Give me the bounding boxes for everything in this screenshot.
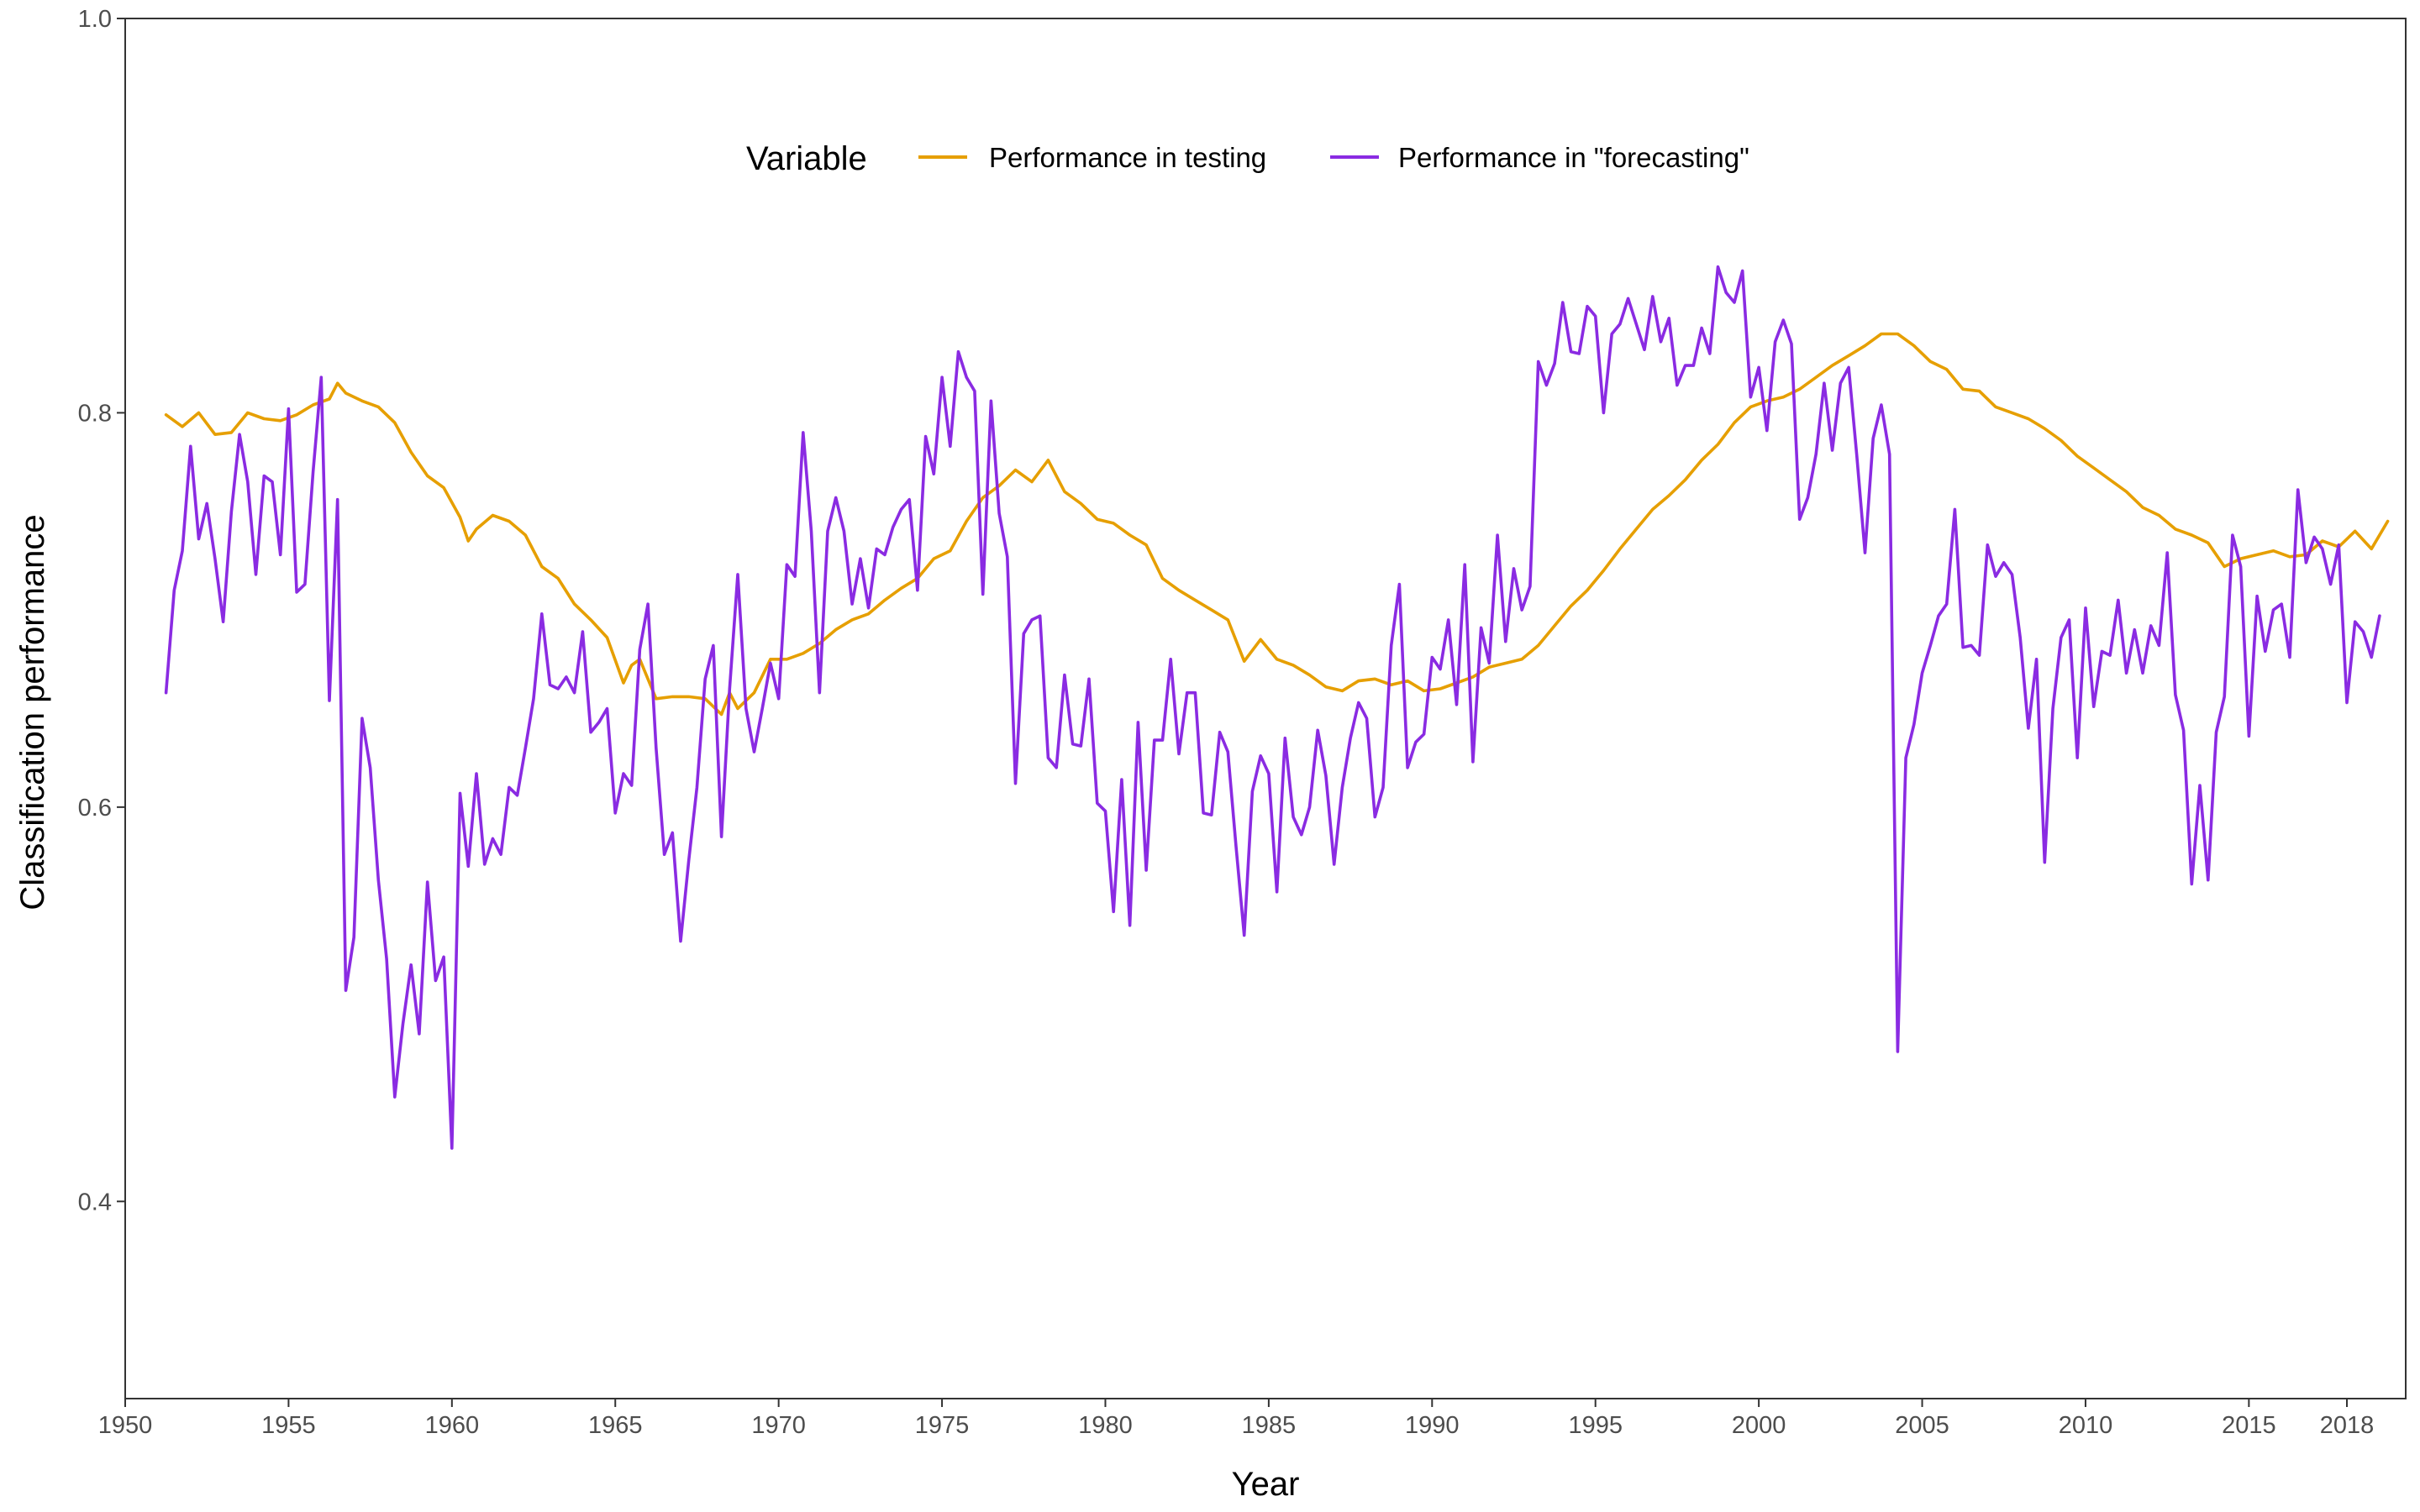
x-tick-label: 2000 xyxy=(1732,1412,1786,1439)
legend-label-testing: Performance in testing xyxy=(989,142,1266,173)
y-tick-label: 0.8 xyxy=(78,400,112,427)
plot-border xyxy=(124,18,2407,1399)
x-tick-label: 1980 xyxy=(1078,1412,1133,1439)
x-tick-label: 1950 xyxy=(98,1412,153,1439)
x-tick-label: 1955 xyxy=(261,1412,316,1439)
x-tick-label: 2005 xyxy=(1895,1412,1949,1439)
legend-label-forecasting: Performance in "forecasting" xyxy=(1398,142,1749,173)
x-tick-label: 1975 xyxy=(915,1412,970,1439)
x-tick-label: 1985 xyxy=(1242,1412,1297,1439)
y-tick-label: 0.6 xyxy=(78,795,112,822)
x-tick-label: 1960 xyxy=(425,1412,480,1439)
y-tick-label: 0.4 xyxy=(78,1189,112,1215)
x-tick-label: 2010 xyxy=(2059,1412,2113,1439)
y-axis-title: Classification performance xyxy=(14,514,51,910)
x-tick-label: 1970 xyxy=(751,1412,806,1439)
legend: Variable Performance in testing Performa… xyxy=(746,140,1749,177)
x-axis-title: Year xyxy=(1232,1466,1300,1503)
x-tick-label: 2015 xyxy=(2222,1412,2276,1439)
axes: 0.4 0.6 0.8 1.0 1950 1955 1960 1965 1970 1975 1980… xyxy=(78,6,2407,1439)
x-tick-label: 2018 xyxy=(2320,1412,2375,1439)
series-line-forecasting xyxy=(164,265,2381,1150)
y-tick-label: 1.0 xyxy=(78,6,112,33)
x-tick-label: 1965 xyxy=(588,1412,643,1439)
legend-title: Variable xyxy=(746,140,867,177)
series-line-testing xyxy=(164,332,2390,717)
x-tick-label: 1990 xyxy=(1405,1412,1460,1439)
x-tick-label: 1995 xyxy=(1568,1412,1623,1439)
plot-area xyxy=(164,265,2390,1150)
